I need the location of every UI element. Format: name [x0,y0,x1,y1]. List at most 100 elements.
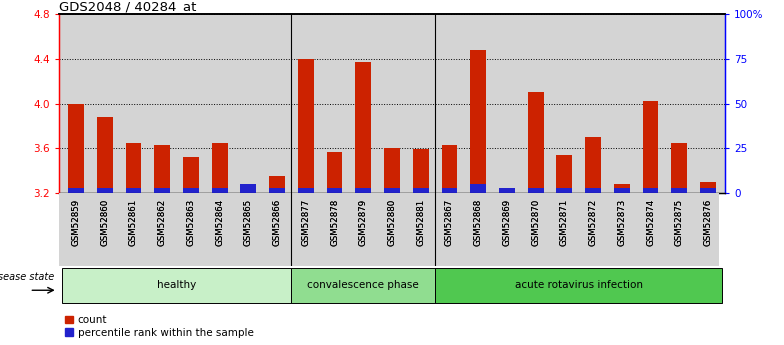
Bar [441,188,457,193]
Text: GSM52868: GSM52868 [474,199,483,246]
Bar [97,117,113,193]
Bar [269,188,285,193]
Bar [384,188,400,193]
Bar [671,188,687,193]
Text: GSM52875: GSM52875 [675,199,684,246]
Bar [441,145,457,193]
Text: GSM52880: GSM52880 [387,199,397,246]
Bar [212,188,227,193]
Text: GSM52867: GSM52867 [445,199,454,246]
Text: GSM52859: GSM52859 [71,199,81,246]
Text: GSM52861: GSM52861 [129,199,138,246]
Text: GSM52874: GSM52874 [646,199,655,246]
Bar [125,143,141,193]
Bar [470,184,486,193]
Text: GSM52876: GSM52876 [703,199,713,246]
Bar [241,191,256,193]
Bar [528,92,543,193]
Text: GSM52868: GSM52868 [474,199,483,246]
Text: GSM52861: GSM52861 [129,199,138,246]
Bar [528,188,543,193]
Bar [700,182,716,193]
Text: GSM52873: GSM52873 [617,199,626,246]
Text: GSM52878: GSM52878 [330,199,339,246]
Text: GSM52866: GSM52866 [273,199,281,246]
Text: GSM52864: GSM52864 [215,199,224,246]
Bar [355,62,371,193]
Text: GSM52875: GSM52875 [675,199,684,246]
Text: GSM52876: GSM52876 [703,199,713,246]
Text: GSM52877: GSM52877 [301,199,310,246]
Text: convalescence phase: convalescence phase [307,280,419,290]
Bar [183,188,199,193]
Bar [614,188,630,193]
Bar [298,59,314,193]
Bar [557,155,572,193]
Text: GSM52863: GSM52863 [187,199,195,246]
Text: GSM52877: GSM52877 [301,199,310,246]
Text: GSM52881: GSM52881 [416,199,425,246]
Text: GSM52860: GSM52860 [100,199,109,246]
Text: GSM52869: GSM52869 [503,199,511,246]
Text: GSM52859: GSM52859 [71,199,81,246]
Text: GSM52881: GSM52881 [416,199,425,246]
Text: GSM52874: GSM52874 [646,199,655,246]
Legend: count, percentile rank within the sample: count, percentile rank within the sample [64,314,255,339]
Text: GSM52872: GSM52872 [589,199,597,246]
Text: GSM52862: GSM52862 [158,199,167,246]
Bar [241,184,256,193]
Text: GSM52871: GSM52871 [560,199,569,246]
FancyBboxPatch shape [59,193,720,266]
FancyBboxPatch shape [435,268,722,303]
Bar [499,188,515,193]
Text: disease state: disease state [0,272,54,282]
Text: GSM52871: GSM52871 [560,199,569,246]
Text: GSM52879: GSM52879 [359,199,368,246]
Bar [585,137,601,193]
Bar [68,104,84,193]
Text: GSM52860: GSM52860 [100,199,109,246]
Text: GSM52879: GSM52879 [359,199,368,246]
Text: healthy: healthy [157,280,196,290]
Text: GSM52865: GSM52865 [244,199,253,246]
Text: GSM52869: GSM52869 [503,199,511,246]
Text: GSM52863: GSM52863 [187,199,195,246]
Text: acute rotavirus infection: acute rotavirus infection [515,280,643,290]
Text: GSM52865: GSM52865 [244,199,253,246]
Text: GSM52864: GSM52864 [215,199,224,246]
Bar [585,188,601,193]
Bar [413,188,429,193]
Text: GSM52870: GSM52870 [531,199,540,246]
FancyBboxPatch shape [62,268,292,303]
Bar [384,148,400,193]
Text: GSM52878: GSM52878 [330,199,339,246]
Bar [355,188,371,193]
Bar [643,101,659,193]
Bar [700,188,716,193]
Bar [671,143,687,193]
Text: GSM52867: GSM52867 [445,199,454,246]
Bar [154,145,170,193]
Bar [614,184,630,193]
Text: GSM52866: GSM52866 [273,199,281,246]
Bar [327,188,343,193]
Bar [269,176,285,193]
Bar [327,152,343,193]
Bar [68,188,84,193]
Text: GSM52872: GSM52872 [589,199,597,246]
Bar [557,188,572,193]
Bar [183,157,199,193]
Text: GSM52870: GSM52870 [531,199,540,246]
Bar [643,188,659,193]
Bar [154,188,170,193]
Text: GSM52880: GSM52880 [387,199,397,246]
Bar [125,188,141,193]
Bar [470,50,486,193]
FancyBboxPatch shape [292,268,435,303]
Text: GSM52873: GSM52873 [617,199,626,246]
Text: GSM52862: GSM52862 [158,199,167,246]
Bar [212,143,227,193]
Text: GDS2048 / 40284_at: GDS2048 / 40284_at [59,0,196,13]
Bar [413,149,429,193]
Bar [97,188,113,193]
